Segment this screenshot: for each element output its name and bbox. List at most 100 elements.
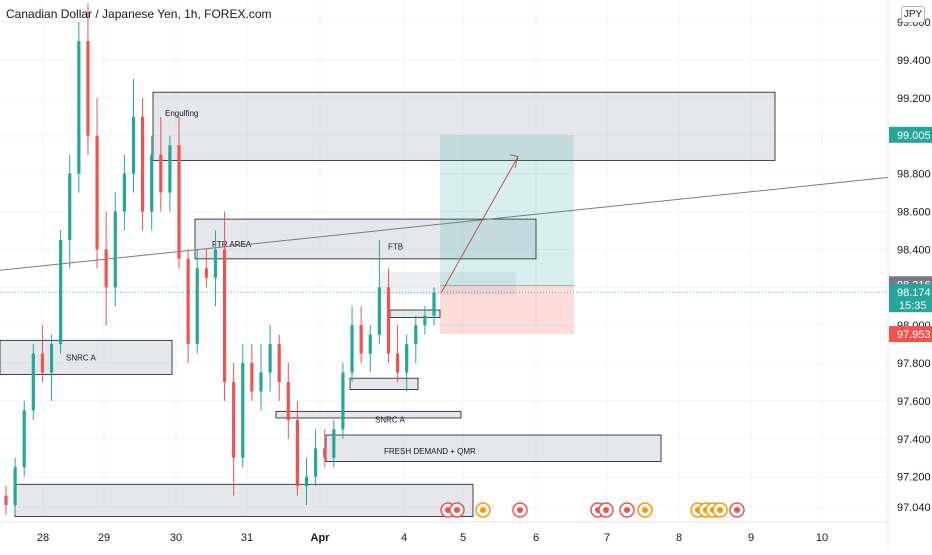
zone-box[interactable]	[325, 434, 662, 462]
candle-body[interactable]	[268, 344, 272, 373]
candle-body[interactable]	[122, 173, 126, 212]
candle-body[interactable]	[259, 372, 263, 392]
event-dot	[717, 507, 723, 513]
time-tick-label: Apr	[311, 532, 331, 544]
time-tick-label: 5	[460, 532, 466, 544]
candle-body[interactable]	[232, 381, 236, 458]
last-price-label: 98.174	[897, 287, 931, 299]
candle-body[interactable]	[104, 249, 108, 288]
time-tick-label: 6	[533, 532, 539, 544]
zones: Engulfing FTR AREA FTB SNRC A SNRC A FRESH DE…	[0, 91, 776, 517]
candle-body[interactable]	[395, 353, 400, 373]
zone-label: SNRC A	[375, 415, 405, 424]
candle-body[interactable]	[131, 116, 136, 174]
candle-body[interactable]	[432, 292, 436, 316]
candle-body[interactable]	[68, 173, 72, 240]
price-tick-label: 97.040	[897, 502, 931, 514]
stop-zone[interactable]	[440, 285, 574, 335]
candle-body[interactable]	[341, 372, 345, 430]
trendline	[0, 154, 889, 294]
candle-body[interactable]	[241, 363, 245, 458]
last-price-tag[interactable]	[889, 284, 932, 313]
event-dot	[517, 507, 523, 513]
candle-body[interactable]	[213, 249, 218, 278]
candle-body[interactable]	[186, 258, 190, 345]
event-icon-cad[interactable]	[619, 502, 635, 518]
candle-body[interactable]	[368, 334, 372, 354]
candle-body[interactable]	[350, 325, 354, 373]
candle-body[interactable]	[159, 154, 163, 193]
event-icon-cad[interactable]	[729, 502, 745, 518]
candle-body[interactable]	[141, 116, 145, 212]
candle-body[interactable]	[277, 344, 281, 382]
candle-body[interactable]	[49, 344, 54, 373]
candle-body[interactable]	[150, 154, 154, 212]
event-icon-cad[interactable]	[598, 502, 614, 518]
candle-body[interactable]	[177, 145, 181, 259]
candle-body[interactable]	[323, 448, 327, 458]
candle-body[interactable]	[77, 41, 81, 174]
candle-body[interactable]	[250, 363, 254, 392]
zone-label: FRESH DEMAND + QMR	[384, 447, 476, 456]
zone-box[interactable]	[275, 410, 462, 419]
long-position	[440, 134, 574, 335]
event-icon-usd[interactable]	[712, 502, 728, 518]
candle-body[interactable]	[377, 287, 381, 335]
event-icon-cad[interactable]	[512, 502, 528, 518]
candle-body[interactable]	[286, 381, 290, 420]
candle-body[interactable]	[314, 448, 318, 477]
candle-body[interactable]	[40, 353, 45, 373]
candle-body[interactable]	[113, 211, 117, 288]
candle-body[interactable]	[359, 325, 363, 354]
candle-body[interactable]	[222, 249, 227, 382]
candle-body[interactable]	[13, 467, 17, 506]
candle-body[interactable]	[405, 344, 409, 373]
price-axis-bg[interactable]	[888, 0, 932, 550]
candle-body[interactable]	[423, 315, 427, 326]
time-tick-label: 7	[604, 532, 610, 544]
target-price-tag[interactable]	[889, 126, 932, 143]
stop-price-tag-label: 97.953	[897, 329, 931, 341]
zone-box[interactable]	[0, 339, 173, 375]
candle-body[interactable]	[195, 268, 199, 345]
candle-body[interactable]	[4, 495, 8, 506]
projection-arrow[interactable]	[440, 156, 519, 294]
bar-countdown-label: 15:35	[899, 300, 927, 312]
zone-box[interactable]	[349, 377, 419, 390]
candles	[4, 3, 436, 515]
zone-box[interactable]	[152, 91, 776, 161]
event-icon-usd[interactable]	[637, 502, 653, 518]
candle-body[interactable]	[386, 287, 391, 354]
candle-body[interactable]	[304, 476, 309, 487]
event-icon-usd[interactable]	[475, 502, 491, 518]
price-tick-label: 97.400	[897, 434, 931, 446]
time-tick-label: 31	[241, 532, 253, 544]
candle-body[interactable]	[295, 419, 299, 487]
event-dot	[734, 507, 740, 513]
time-tick-label: 8	[676, 532, 682, 544]
candle-body[interactable]	[86, 41, 90, 136]
stop-price-tag[interactable]	[889, 326, 932, 343]
candle-body[interactable]	[59, 239, 63, 345]
trendline-line[interactable]	[0, 176, 889, 271]
price-tick-label: 98.400	[897, 244, 931, 256]
currency-badge[interactable]: JPY	[901, 6, 925, 23]
arrow-head	[509, 154, 519, 169]
time-tick-label: 29	[98, 532, 110, 544]
candle-body[interactable]	[414, 325, 418, 345]
candle-body[interactable]	[332, 429, 336, 458]
candle-body[interactable]	[95, 135, 99, 250]
candle-body[interactable]	[31, 353, 35, 411]
zone-box[interactable]	[14, 483, 474, 517]
candle-body[interactable]	[204, 268, 208, 278]
time-tick-label: 28	[37, 532, 49, 544]
target-zone[interactable]	[440, 134, 574, 286]
candle-body[interactable]	[22, 410, 26, 468]
price-tick-label: 97.800	[897, 358, 931, 370]
candle-body[interactable]	[168, 145, 172, 193]
event-icon-cad[interactable]	[449, 502, 465, 518]
zone-ftb[interactable]	[380, 272, 516, 295]
target-price-tag-label: 99.005	[897, 130, 931, 142]
